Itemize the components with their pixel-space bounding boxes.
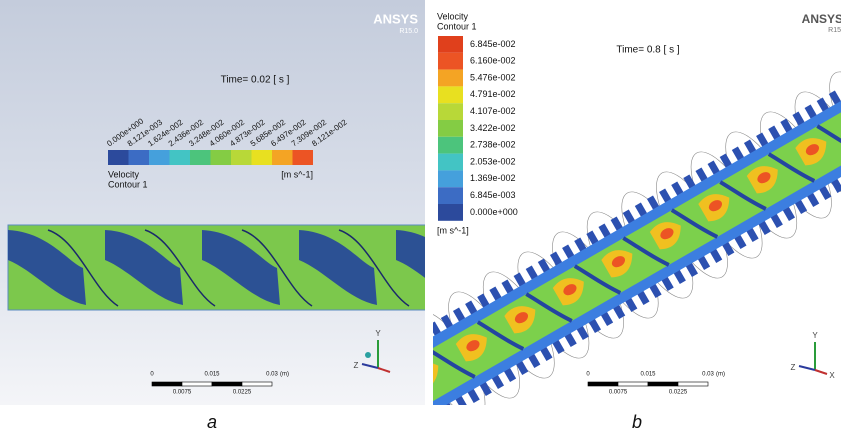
legend-label: 4.107e-002 (470, 106, 516, 116)
scale-segment (678, 382, 708, 386)
axis-label: Z (791, 363, 796, 372)
axis-label: X (829, 371, 835, 380)
legend-title: Velocity (437, 11, 469, 21)
scale-segment (152, 382, 182, 386)
scale-sublabel: 0.0075 (609, 390, 628, 396)
legend-color (438, 170, 463, 187)
axis-origin (365, 352, 371, 358)
legend-label: 3.422e-002 (470, 123, 516, 133)
legend-color (108, 150, 129, 165)
scale-label: 0.015 (640, 372, 656, 378)
legend-color (149, 150, 170, 165)
version: R15.0 (399, 28, 418, 35)
legend-color (438, 103, 463, 120)
scale-sublabel: 0.0225 (669, 390, 688, 396)
axis-label: Y (812, 331, 818, 340)
legend-label: 6.845e-003 (470, 190, 516, 200)
scale-segment (618, 382, 648, 386)
legend-subtitle: Contour 1 (108, 179, 148, 189)
legend-color (438, 187, 463, 204)
legend-unit: [m s^-1] (437, 225, 469, 235)
legend-color (438, 53, 463, 70)
scale-unit: (m) (716, 372, 725, 378)
legend-color (170, 150, 191, 165)
scale-segment (588, 382, 618, 386)
scale-unit: (m) (280, 372, 289, 378)
scale-label: 0.03 (266, 372, 278, 378)
axis-label: Z (354, 361, 359, 370)
caption: b (632, 412, 642, 432)
legend-color (190, 150, 211, 165)
legend-color (438, 70, 463, 87)
caption: a (207, 412, 217, 432)
legend-label: 5.476e-002 (470, 72, 516, 82)
scale-segment (242, 382, 272, 386)
legend-color (438, 86, 463, 103)
scale-sublabel: 0.0075 (173, 390, 192, 396)
scale-label: 0.03 (702, 372, 714, 378)
logo: ANSYS (373, 11, 418, 26)
scale-segment (182, 382, 212, 386)
legend-label: 1.369e-002 (470, 173, 516, 183)
legend-color (252, 150, 273, 165)
version: R15 (828, 27, 841, 34)
legend-label: 6.845e-002 (470, 39, 516, 49)
scale-sublabel: 0.0225 (233, 390, 252, 396)
legend-color (211, 150, 232, 165)
legend-color (272, 150, 293, 165)
legend-label: 4.791e-002 (470, 89, 516, 99)
logo: ANSYS (802, 12, 841, 26)
legend-title: Velocity (108, 169, 140, 179)
legend-color (293, 150, 314, 165)
legend-label: 2.738e-002 (470, 140, 516, 150)
legend-label: 2.053e-002 (470, 156, 516, 166)
legend-subtitle: Contour 1 (437, 21, 477, 31)
legend-color (438, 154, 463, 171)
legend-label: 6.160e-002 (470, 56, 516, 66)
background (0, 0, 425, 405)
scale-label: 0.015 (204, 372, 220, 378)
scale-segment (212, 382, 242, 386)
legend-color (231, 150, 252, 165)
axis-label: Y (375, 329, 381, 338)
legend-color (438, 120, 463, 137)
time-label: Time= 0.02 [ s ] (221, 75, 290, 86)
time-label: Time= 0.8 [ s ] (616, 45, 679, 56)
figure: ANSYSR15.0Time= 0.02 [ s ]0.000e+0008.12… (0, 0, 841, 435)
legend-label: 0.000e+000 (470, 207, 518, 217)
scale-segment (648, 382, 678, 386)
legend-unit: [m s^-1] (281, 169, 313, 179)
legend-color (438, 137, 463, 154)
legend-color (438, 36, 463, 53)
legend-color (129, 150, 150, 165)
legend-color (438, 204, 463, 221)
